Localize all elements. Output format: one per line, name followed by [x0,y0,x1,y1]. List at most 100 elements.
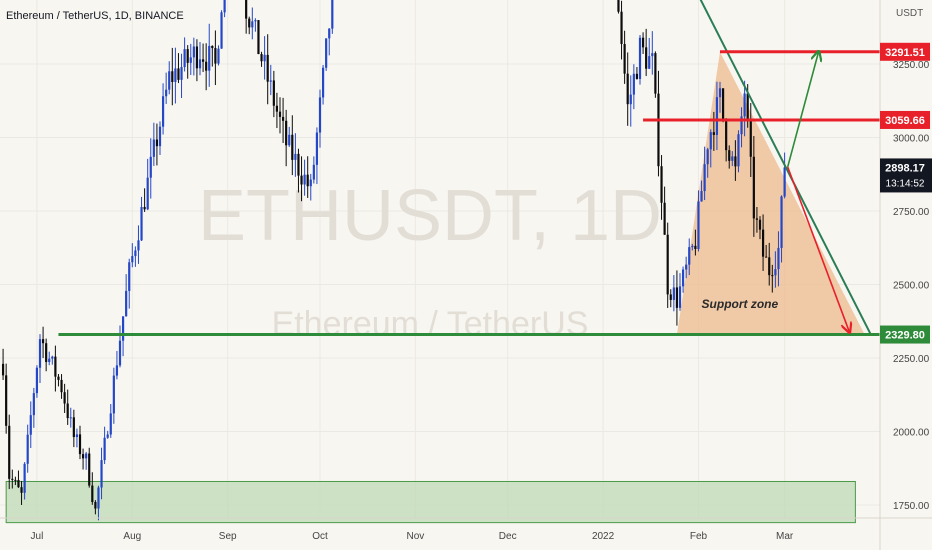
candle-body [734,156,737,167]
y-tick-label: 2500.00 [893,281,930,292]
candle-body [29,415,32,435]
candle-body [57,376,60,380]
candle-body [195,46,199,69]
candle-body [85,453,88,459]
candle-body [300,175,303,185]
candle-body [328,28,331,39]
candle-body [297,153,300,176]
x-tick-label: Oct [312,531,328,542]
candle-body [217,48,220,64]
candle-body [161,96,165,127]
candle-body [694,245,697,250]
candle-body [721,88,725,120]
candle-body [294,153,297,160]
candle-body [140,206,143,241]
candle-body [709,132,712,150]
candle-body [269,80,272,82]
candle-body [318,97,322,133]
candle-body [109,413,112,435]
candle-body [103,437,106,461]
candle-body [257,20,260,55]
candle-body [94,501,97,509]
candle-body [183,49,186,68]
candle-body [632,73,635,95]
candle-body [137,240,140,251]
candle-body [60,379,63,393]
candle-body [45,343,48,363]
candle-body [8,425,11,479]
candle-body [121,316,125,341]
candle-body [715,97,719,135]
candle-body [746,93,749,120]
chart-header-title: Ethereum / TetherUS, 1D, BINANCE [6,10,184,22]
candle-body [654,53,657,94]
candle-body [768,257,771,276]
candle-body [758,219,762,230]
candle-body [321,67,325,98]
candle-body [81,454,85,459]
candle-body [765,256,768,258]
candle-body [54,356,57,377]
candle-body [623,43,626,74]
candle-body [737,134,740,167]
candle-body [663,202,666,235]
candle-body [749,119,752,157]
x-tick-label: Nov [406,531,424,542]
candle-body [669,294,672,300]
candle-body [254,20,257,22]
candle-body [248,18,251,28]
candle-body [75,434,79,438]
candle-body [174,68,177,82]
x-tick-label: Dec [499,531,517,542]
candle-body [11,478,14,480]
candle-body [186,49,189,63]
candle-body [118,340,122,366]
candle-body [275,105,279,112]
x-tick-label: Jul [31,531,44,542]
candle-body [309,179,312,187]
candle-body [201,59,205,62]
price-label-box [880,42,930,61]
candle-body [706,149,709,165]
candle-body [263,54,266,62]
candle-body [115,365,119,376]
candle-body [125,290,128,317]
candle-body [731,156,734,161]
candle-body [666,234,669,295]
candle-body [703,164,706,192]
candle-body [777,247,780,270]
candle-body [35,367,39,394]
candle-body [718,88,722,98]
candle-body [672,287,675,300]
candle-body [211,45,214,49]
candle-body [648,56,651,69]
candle-body [281,116,285,121]
candle-body [155,139,159,147]
watermark-symbol: ETHUSDT, 1D [198,176,662,256]
candle-body [100,460,103,488]
candle-body [128,262,131,291]
projection-arrow [786,52,819,168]
candle-body [681,269,685,287]
candle-body [285,120,288,146]
candle-body [106,434,109,438]
candle-body [755,218,759,220]
candle-body [69,417,72,419]
candle-body [331,0,334,29]
candle-body [66,403,69,419]
price-axis-unit: USDT [896,8,924,19]
candle-body [291,134,294,160]
candle-body [146,177,149,210]
candle-body [743,93,746,117]
candle-body [635,73,639,79]
y-tick-label: 1750.00 [893,501,930,512]
price-label-text: 2329.80 [885,330,925,342]
candle-body [143,206,146,210]
price-label-box [880,110,930,129]
last-price-value: 2898.17 [885,162,925,174]
price-axis-bg [880,0,932,550]
candle-body [617,0,620,12]
candle-body [740,116,743,135]
candle-body [205,61,208,71]
